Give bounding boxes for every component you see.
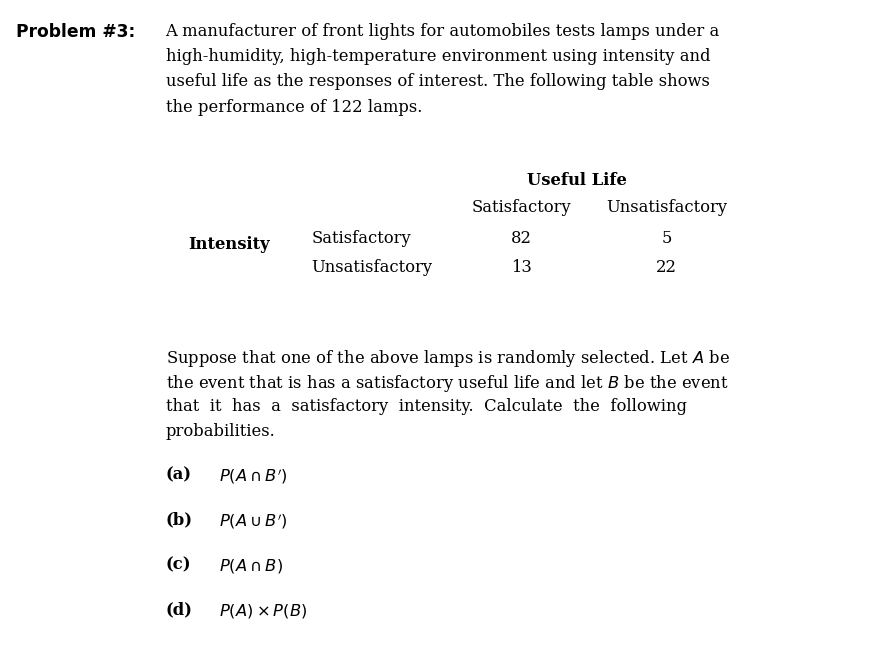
Text: Satisfactory: Satisfactory — [311, 230, 410, 247]
Text: $P(\mathit{A}) \times P(\mathit{B})$: $P(\mathit{A}) \times P(\mathit{B})$ — [219, 602, 308, 620]
Text: $P(\mathit{A} \cap \mathit{B})$: $P(\mathit{A} \cap \mathit{B})$ — [219, 557, 283, 575]
Text: (d): (d) — [165, 602, 192, 619]
Text: Unsatisfactory: Unsatisfactory — [605, 199, 727, 216]
Text: Satisfactory: Satisfactory — [471, 199, 571, 216]
Text: (b): (b) — [165, 512, 192, 529]
Text: 5: 5 — [661, 230, 671, 247]
Text: $P(\mathit{A} \cup \mathit{B}')$: $P(\mathit{A} \cup \mathit{B}')$ — [219, 512, 288, 531]
Text: the event that is has a satisfactory useful life and let $\mathit{B}$ be the eve: the event that is has a satisfactory use… — [165, 373, 728, 394]
Text: useful life as the responses of interest. The following table shows: useful life as the responses of interest… — [165, 73, 709, 91]
Text: 13: 13 — [510, 259, 532, 276]
Text: (a): (a) — [165, 467, 191, 484]
Text: that  it  has  a  satisfactory  intensity.  Calculate  the  following: that it has a satisfactory intensity. Ca… — [165, 398, 686, 415]
Text: A manufacturer of front lights for automobiles tests lamps under a: A manufacturer of front lights for autom… — [165, 23, 719, 40]
Text: Problem #3:: Problem #3: — [16, 23, 135, 41]
Text: probabilities.: probabilities. — [165, 423, 275, 440]
Text: the performance of 122 lamps.: the performance of 122 lamps. — [165, 99, 421, 116]
Text: Suppose that one of the above lamps is randomly selected. Let $\mathit{A}$ be: Suppose that one of the above lamps is r… — [165, 348, 729, 369]
Text: Unsatisfactory: Unsatisfactory — [311, 259, 432, 276]
Text: (c): (c) — [165, 557, 190, 574]
Text: high-humidity, high-temperature environment using intensity and: high-humidity, high-temperature environm… — [165, 48, 709, 66]
Text: $P(\mathit{A} \cap \mathit{B}')$: $P(\mathit{A} \cap \mathit{B}')$ — [219, 467, 288, 486]
Text: Useful Life: Useful Life — [527, 172, 627, 189]
Text: Intensity: Intensity — [188, 236, 269, 254]
Text: 82: 82 — [510, 230, 532, 247]
Text: 22: 22 — [655, 259, 677, 276]
